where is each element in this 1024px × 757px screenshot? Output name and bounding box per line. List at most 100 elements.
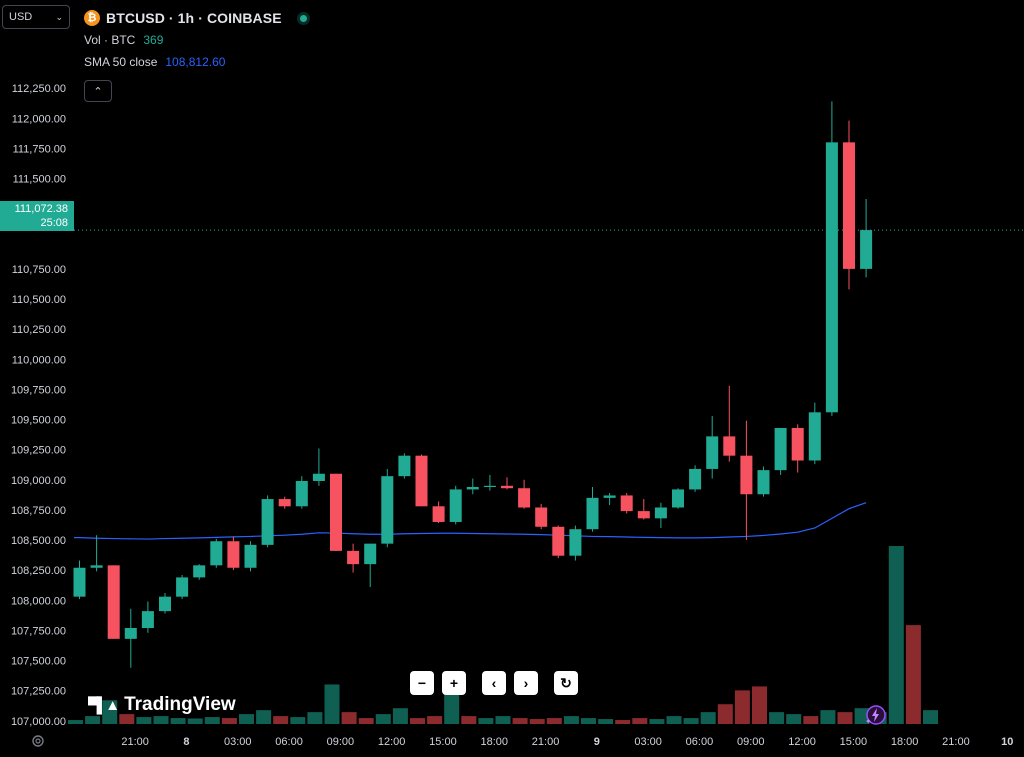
volume-bar (683, 718, 699, 724)
volume-bars (68, 546, 938, 724)
candle-body (415, 455, 428, 507)
reset-chart-button[interactable]: ↻ (554, 671, 578, 695)
current-price-badge: 111,072.38 25:08 (0, 201, 74, 231)
volume-bar (649, 719, 665, 724)
volume-bar (119, 714, 135, 724)
time-tick-label: 12:00 (788, 736, 816, 748)
candle-body (295, 480, 308, 507)
volume-bar (717, 704, 733, 724)
time-tick-label: 9 (594, 736, 600, 748)
time-tick-label: 21:00 (942, 736, 970, 748)
price-tick-label: 110,750.00 (12, 264, 66, 276)
volume-bar (68, 720, 83, 724)
volume-bar (256, 710, 272, 724)
time-tick-label: 03:00 (634, 736, 662, 748)
price-tick-label: 108,000.00 (11, 595, 66, 607)
volume-bar (221, 718, 237, 724)
volume-bar (854, 708, 870, 724)
gear-icon[interactable] (31, 734, 45, 748)
watermark-text: TradingView (124, 694, 236, 715)
scroll-left-button[interactable]: ‹ (482, 671, 506, 695)
price-tick-label: 109,750.00 (11, 384, 66, 396)
time-tick-label: 03:00 (224, 736, 252, 748)
zoom-in-button[interactable]: + (442, 671, 466, 695)
volume-bar (358, 718, 374, 724)
candle-body (364, 543, 377, 565)
candle-body (90, 565, 103, 568)
lightning-icon[interactable]: ✦ (864, 704, 886, 726)
volume-bar (375, 714, 391, 724)
price-tick-label: 108,750.00 (11, 505, 66, 517)
volume-bar (102, 700, 118, 724)
volume-bar (700, 712, 716, 724)
volume-bar (170, 718, 186, 724)
price-axis[interactable]: 112,250.00 112,000.00 111,750.00 111,500.00… (11, 83, 66, 728)
tradingview-logo-icon: ▀▌▲ (88, 696, 120, 714)
price-tick-label: 107,000.00 (11, 716, 66, 728)
time-tick-label: 15:00 (840, 736, 868, 748)
price-tick-label: 109,000.00 (11, 475, 66, 487)
chart-legend: ₿ BTCUSD · 1h · COINBASE Vol · BTC 369 S… (84, 8, 307, 72)
volume-bar (410, 718, 425, 724)
candle-body (312, 473, 325, 481)
price-tick-label: 109,500.00 (11, 415, 66, 427)
candle-body (586, 497, 599, 530)
volume-bar (666, 716, 682, 724)
time-tick-label: 18:00 (891, 736, 919, 748)
price-tick-label: 112,250.00 (12, 83, 66, 95)
volume-bar (273, 716, 289, 724)
price-tick-label: 108,500.00 (11, 535, 66, 547)
sma-legend[interactable]: SMA 50 close 108,812.60 (84, 52, 307, 72)
price-tick-label: 107,750.00 (11, 625, 66, 637)
volume-bar (598, 719, 614, 724)
volume-bar (632, 718, 648, 724)
volume-bar (905, 625, 921, 724)
tradingview-watermark[interactable]: ▀▌▲ TradingView (88, 694, 236, 716)
volume-bar (581, 718, 596, 724)
candle-body (501, 485, 513, 489)
volume-bar (546, 718, 562, 724)
market-open-icon (299, 14, 307, 22)
volume-bar (187, 718, 203, 724)
chevron-down-icon: ⌄ (55, 11, 63, 22)
candle-body (757, 470, 770, 495)
candle-body (791, 427, 804, 461)
volume-bar (153, 716, 169, 724)
candle-body (740, 455, 753, 495)
chevron-up-icon: ⌃ (93, 85, 103, 98)
price-tick-label: 108,250.00 (11, 565, 66, 577)
volume-bar (495, 716, 511, 724)
price-tick-label: 112,000.00 (12, 113, 66, 125)
candle-body (347, 550, 360, 565)
candle-body (808, 412, 821, 461)
chart-navigation: − + ‹ › ↻ (410, 671, 586, 695)
symbol-title[interactable]: BTCUSD · 1h · COINBASE (106, 10, 282, 26)
scroll-right-button[interactable]: › (514, 671, 538, 695)
candles (73, 101, 873, 668)
price-tick-label: 110,250.00 (12, 324, 66, 336)
candle-body (466, 487, 479, 490)
volume-bar (239, 714, 254, 724)
candle-body (449, 489, 462, 522)
sma-50-line (74, 502, 867, 540)
sma-label: SMA 50 close (84, 55, 158, 69)
volume-bar (615, 720, 631, 724)
currency-select[interactable]: USD ⌄ (2, 5, 70, 29)
volume-value: 369 (143, 33, 164, 47)
time-tick-label: 21:00 (121, 736, 149, 748)
candle-body (706, 436, 719, 469)
candle-body (141, 611, 154, 629)
collapse-legend-button[interactable]: ⌃ (84, 80, 112, 102)
candle-body (330, 473, 342, 551)
volume-bar (204, 717, 220, 724)
time-axis[interactable]: 21:00 8 03:00 06:00 09:00 12:00 15:00 18:00 21:0… (121, 736, 1013, 748)
volume-legend[interactable]: Vol · BTC 369 (84, 30, 307, 50)
time-tick-label: 09:00 (327, 736, 355, 748)
volume-bar (307, 712, 323, 724)
zoom-out-button[interactable]: − (410, 671, 434, 695)
candle-body (261, 499, 274, 545)
candle-body (774, 427, 787, 471)
candle-body (723, 436, 736, 456)
